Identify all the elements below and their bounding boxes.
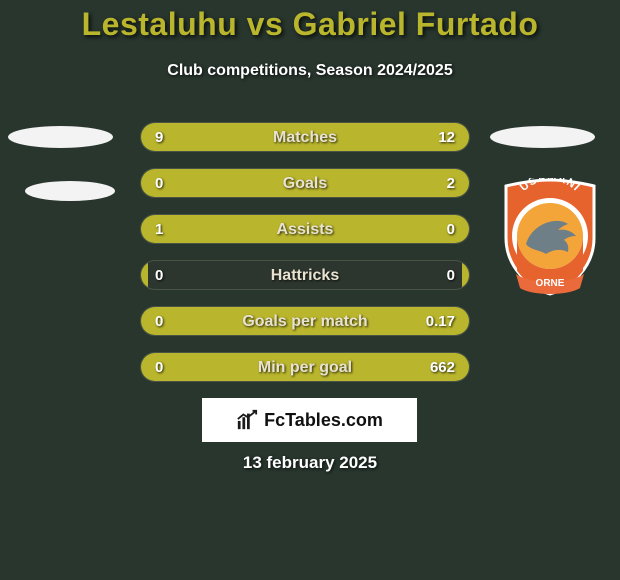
stat-value-right: 2 bbox=[447, 169, 455, 198]
stat-row: Matches9 12 bbox=[140, 122, 470, 152]
page-title: Lestaluhu vs Gabriel Furtado bbox=[0, 6, 620, 43]
stats-container: Matches912Goals02Assists10Hattricks00Goa… bbox=[140, 122, 470, 398]
date-text: 13 february 2025 bbox=[0, 453, 620, 473]
stat-label: Min per goal bbox=[141, 353, 469, 382]
stat-row: Goals per match0 0.17 bbox=[140, 306, 470, 336]
player-left-avatar-1 bbox=[8, 126, 113, 148]
page-subtitle: Club competitions, Season 2024/2025 bbox=[0, 62, 620, 80]
stat-value-right: 0 bbox=[447, 215, 455, 244]
emblem-text-bottom: ORNE bbox=[536, 278, 565, 289]
stat-label: Goals bbox=[141, 169, 469, 198]
stat-row: Goals0 2 bbox=[140, 168, 470, 198]
stat-row: Hattricks0 0 bbox=[140, 260, 470, 290]
stat-label: Matches bbox=[141, 123, 469, 152]
stat-value-right: 12 bbox=[438, 123, 455, 152]
stat-row: Assists1 0 bbox=[140, 214, 470, 244]
stat-value-left: 0 bbox=[155, 169, 163, 198]
stat-row: Min per goal0 662 bbox=[140, 352, 470, 382]
stat-label: Goals per match bbox=[141, 307, 469, 336]
stat-value-right: 0.17 bbox=[426, 307, 455, 336]
club-emblem: USAMANI ORNE bbox=[498, 178, 602, 296]
stat-value-left: 0 bbox=[155, 261, 163, 290]
stat-label: Assists bbox=[141, 215, 469, 244]
branding-banner: FcTables.com bbox=[202, 398, 417, 442]
player-left-avatar-2 bbox=[25, 181, 115, 201]
stat-value-left: 0 bbox=[155, 353, 163, 382]
stat-value-right: 662 bbox=[430, 353, 455, 382]
stat-label: Hattricks bbox=[141, 261, 469, 290]
stat-value-left: 0 bbox=[155, 307, 163, 336]
player-right-avatar-1 bbox=[490, 126, 595, 148]
stat-value-right: 0 bbox=[447, 261, 455, 290]
stat-value-left: 1 bbox=[155, 215, 163, 244]
branding-logo-icon bbox=[236, 409, 258, 431]
stat-value-left: 9 bbox=[155, 123, 163, 152]
branding-text: FcTables.com bbox=[264, 410, 383, 431]
